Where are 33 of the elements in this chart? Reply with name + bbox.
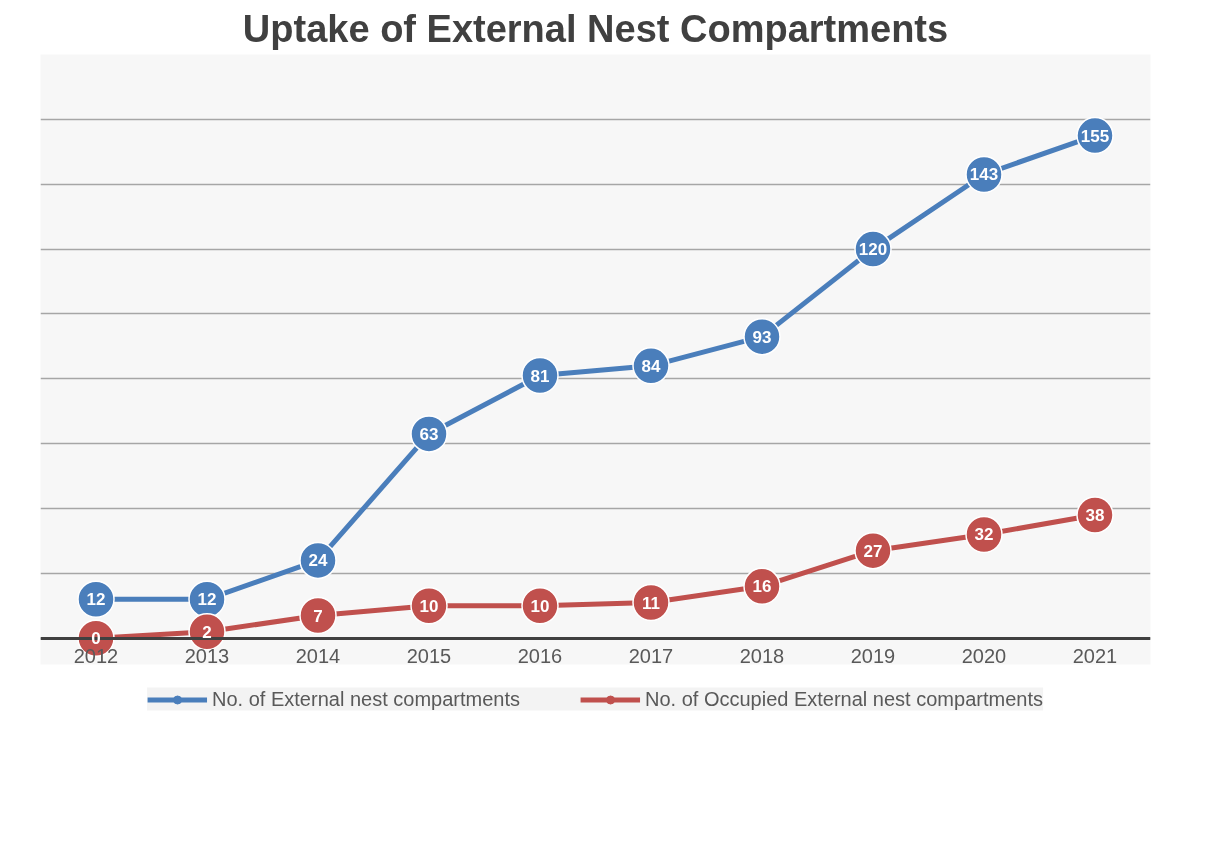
- data-label: 93: [752, 327, 772, 347]
- legend-label: No. of Occupied External nest compartments: [644, 687, 1043, 711]
- data-label: 24: [308, 551, 328, 571]
- x-tick-label: 2019: [850, 645, 896, 668]
- x-tick-label: 2016: [517, 645, 563, 668]
- x-tick-label: 2012: [73, 645, 119, 668]
- point: [299, 596, 337, 635]
- data-label: 32: [974, 525, 994, 545]
- data-label: 7: [313, 606, 323, 626]
- chart-title: Uptake of External Nest Compartments: [242, 7, 949, 50]
- data-label: 63: [419, 424, 439, 444]
- data-label: 10: [419, 596, 439, 616]
- data-label: 120: [858, 240, 888, 260]
- data-label: 27: [863, 541, 883, 561]
- x-tick-label: 2021: [1072, 645, 1118, 668]
- x-tick-label: 2020: [961, 645, 1007, 668]
- data-label: 12: [86, 590, 106, 610]
- x-tick-label: 2018: [739, 645, 785, 668]
- data-label: 81: [530, 366, 550, 386]
- x-tick-label: 2017: [628, 645, 674, 668]
- data-label: 155: [1080, 126, 1110, 146]
- data-label: 16: [752, 577, 772, 597]
- data-label: 2: [202, 622, 212, 642]
- data-label: 143: [969, 165, 999, 185]
- x-tick-label: 2013: [184, 645, 230, 668]
- data-label: 10: [530, 596, 550, 616]
- x-tick-label: 2014: [295, 645, 341, 668]
- data-label: 38: [1085, 506, 1105, 525]
- data-label: 84: [641, 356, 661, 376]
- data-label: 12: [197, 590, 217, 610]
- x-tick-label: 2015: [406, 645, 452, 668]
- legend-label: No. of External nest compartments: [212, 687, 520, 711]
- data-label: 11: [642, 593, 660, 613]
